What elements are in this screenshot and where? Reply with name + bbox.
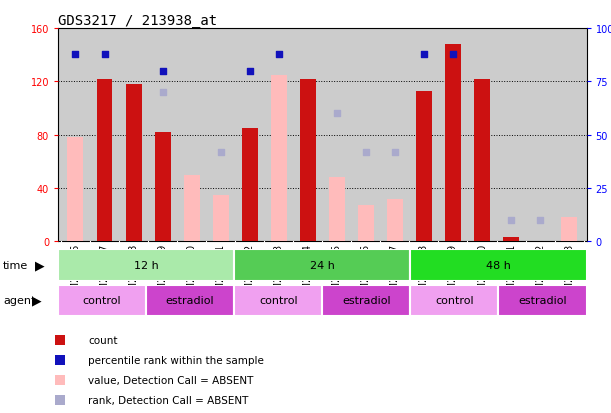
Text: control: control [259,295,298,306]
Bar [213,195,229,242]
Point [361,149,371,156]
Point [55,337,65,344]
Point [535,217,545,224]
Text: estradiol: estradiol [518,295,567,306]
Text: agent: agent [3,295,35,306]
Text: 48 h: 48 h [486,260,511,271]
Point [245,68,255,75]
Text: GDS3217 / 213938_at: GDS3217 / 213938_at [58,14,217,28]
Text: control: control [82,295,122,306]
Bar [474,79,490,242]
Bar [242,128,258,242]
Point [419,51,429,58]
Point [158,89,167,96]
Bar [499,285,587,316]
Point [390,149,400,156]
Point [55,377,65,384]
Bar [155,133,170,242]
Text: estradiol: estradiol [166,295,214,306]
Text: 24 h: 24 h [310,260,335,271]
Point [100,51,109,58]
Bar [503,237,519,242]
Point [274,51,284,58]
Text: ▶: ▶ [35,259,45,272]
Point [71,51,81,58]
Bar [67,138,84,242]
Point [216,149,225,156]
Bar [416,91,432,242]
Text: value, Detection Call = ABSENT: value, Detection Call = ABSENT [88,375,254,385]
Bar [300,79,316,242]
Text: 12 h: 12 h [134,260,158,271]
Bar [146,285,234,316]
Bar [58,250,234,281]
Bar [329,178,345,242]
Bar [411,250,587,281]
Point [55,357,65,363]
Bar [58,285,146,316]
Text: estradiol: estradiol [342,295,390,306]
Text: rank, Detection Call = ABSENT: rank, Detection Call = ABSENT [88,395,249,405]
Point [55,397,65,404]
Point [158,68,167,75]
Bar [561,218,577,242]
Bar [126,85,142,242]
Bar [411,285,499,316]
Text: time: time [3,260,28,271]
Bar [234,250,411,281]
Text: ▶: ▶ [32,294,42,307]
Point [506,217,516,224]
Bar [323,285,411,316]
Bar [184,175,200,242]
Text: count: count [88,335,118,345]
Point [448,51,458,58]
Text: percentile rank within the sample: percentile rank within the sample [88,355,264,365]
Bar [97,79,112,242]
Bar [271,76,287,242]
Bar [445,45,461,242]
Text: control: control [435,295,474,306]
Bar [234,285,323,316]
Point [332,111,342,117]
Bar [358,206,374,242]
Bar [387,199,403,242]
